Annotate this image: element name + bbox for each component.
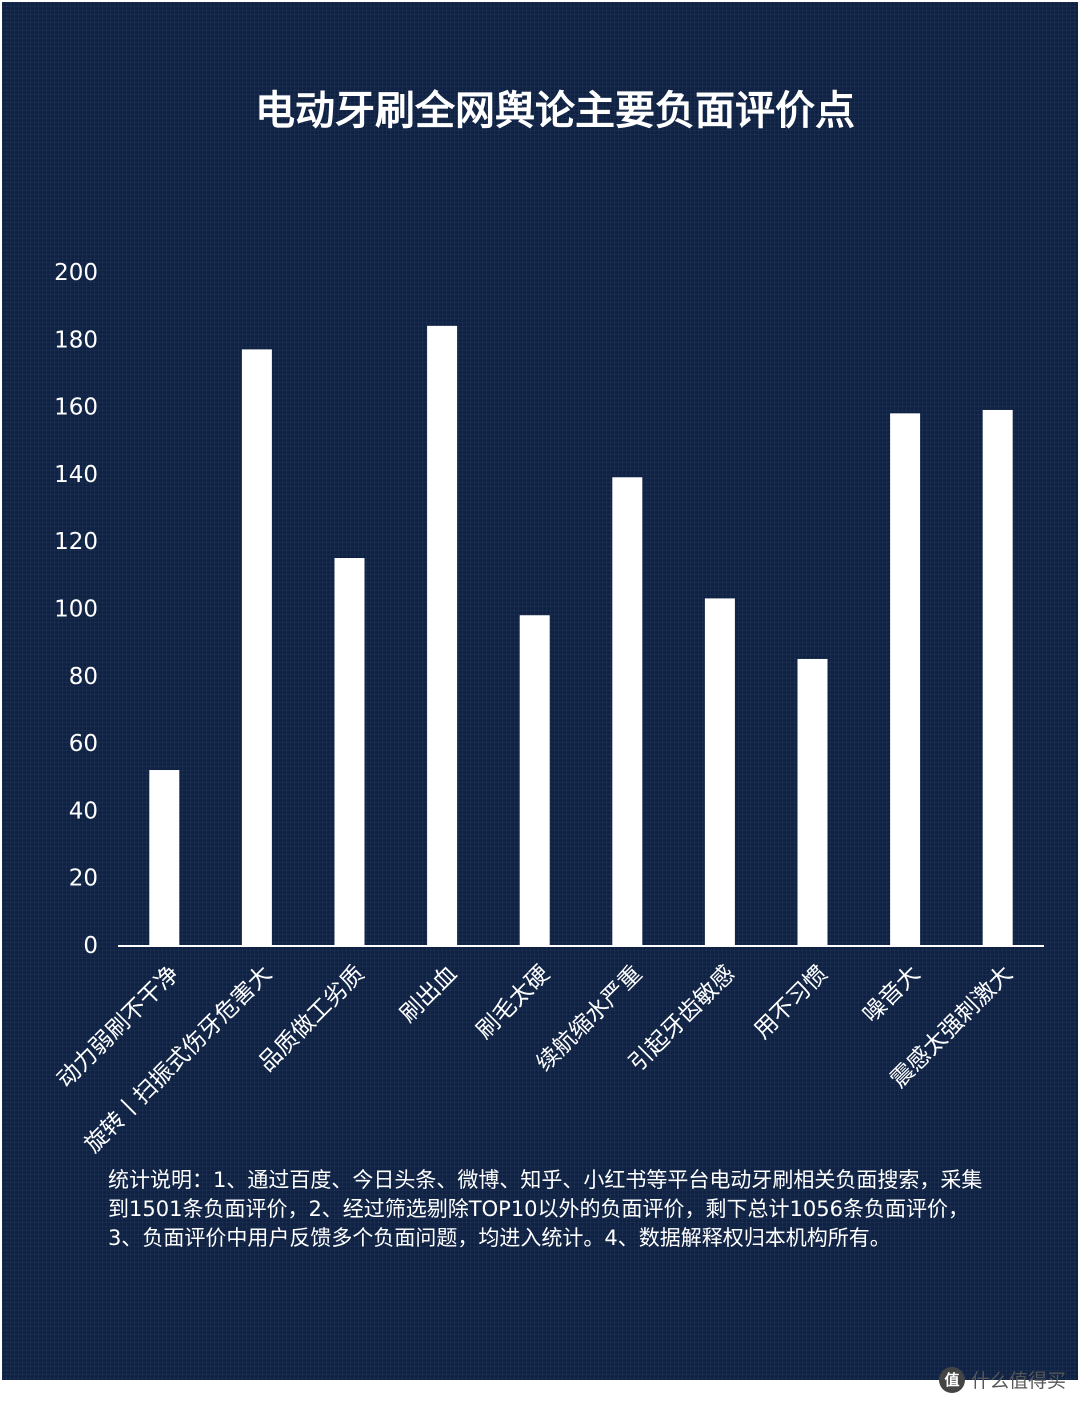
y-tick-label: 160: [54, 395, 98, 421]
x-category-label: 噪音大: [858, 961, 925, 1028]
y-tick-label: 120: [54, 529, 98, 555]
y-tick-label: 200: [54, 260, 98, 286]
y-tick-label: 180: [54, 327, 98, 353]
bar: [334, 558, 365, 945]
x-category-label: 刷毛太硬: [472, 961, 555, 1044]
bar: [982, 409, 1013, 946]
bar-chart: 电动牙刷全网舆论主要负面评价点 0 20 40 60 80 100 120 140 160 180…: [52, 88, 1044, 1158]
bar: [519, 615, 550, 945]
x-category-label: 用不习惯: [749, 961, 832, 1044]
bar: [890, 413, 921, 946]
bar: [241, 349, 272, 945]
bar: [797, 658, 828, 945]
x-category-label: 旋转丨扫振式伤牙危害大: [80, 961, 277, 1158]
y-tick-label: 0: [83, 933, 98, 959]
bar: [149, 770, 180, 945]
bar: [612, 477, 643, 945]
y-tick-label: 40: [69, 798, 98, 824]
chart-title: 电动牙刷全网舆论主要负面评价点: [255, 88, 855, 134]
y-axis-ticks: 0 20 40 60 80 100 120 140 160 180 200: [54, 260, 98, 959]
watermark-text: 什么值得买: [970, 1370, 1066, 1392]
y-tick-label: 60: [69, 731, 98, 757]
y-tick-label: 80: [69, 664, 98, 690]
y-tick-label: 100: [54, 597, 98, 623]
y-tick-label: 140: [54, 462, 98, 488]
watermark: 值 什么值得买: [938, 1366, 1066, 1393]
x-category-label: 刷出血: [395, 961, 462, 1028]
statistics-note: 统计说明：1、通过百度、今日头条、微博、知乎、小红书等平台电动牙刷相关负面搜索，…: [108, 1168, 983, 1250]
bars-group: [149, 325, 1013, 946]
chart-canvas: 电动牙刷全网舆论主要负面评价点 0 20 40 60 80 100 120 140 160 180…: [2, 2, 1078, 1380]
bar: [427, 325, 458, 946]
bar: [704, 598, 735, 945]
watermark-logo-icon: 值: [938, 1366, 965, 1393]
y-tick-label: 20: [69, 866, 98, 892]
